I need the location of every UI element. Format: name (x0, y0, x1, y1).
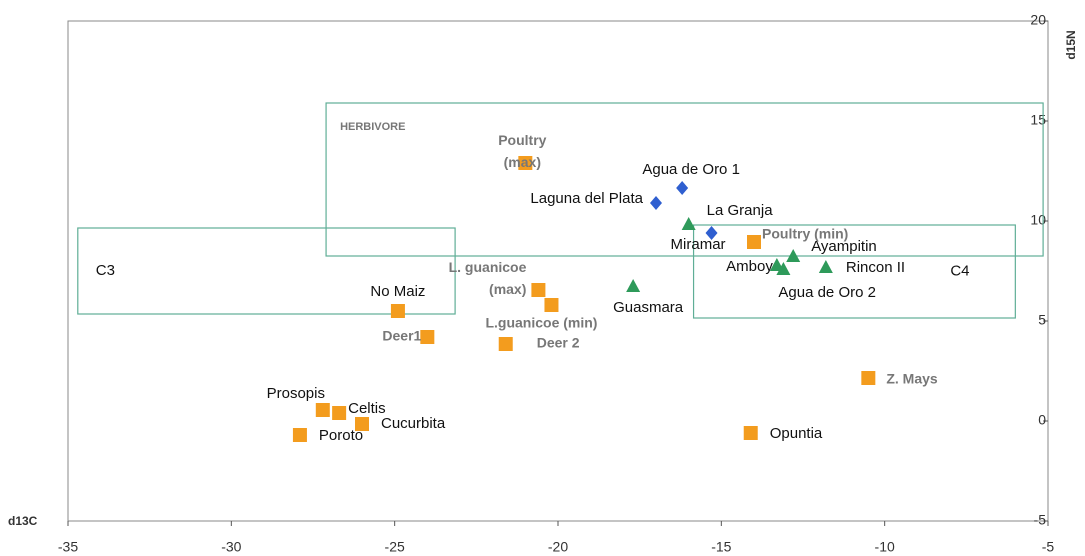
point-label: Prosopis (267, 385, 325, 402)
point-label: Deer1 (382, 328, 421, 344)
region-label: C3 (96, 262, 115, 279)
point-label: Opuntia (770, 425, 823, 442)
point-label: Celtis (348, 400, 386, 417)
point (818, 260, 833, 273)
point (676, 181, 689, 195)
point (390, 304, 405, 318)
x-tick-label: -20 (548, 539, 568, 555)
y-tick-label: 5 (1038, 312, 1046, 328)
label-line: L. guanicoe (449, 259, 527, 275)
point (315, 403, 330, 417)
x-tick-label: -15 (711, 539, 731, 555)
point-label: Rincon II (846, 259, 905, 276)
point (650, 196, 662, 210)
point (355, 417, 369, 431)
point-label: Agua de Oro 2 (778, 284, 876, 301)
point-label: La Granja (707, 202, 774, 219)
region-box (692, 224, 1016, 319)
point (332, 406, 347, 420)
y-axis-label: d15N (1064, 30, 1078, 59)
point (531, 283, 546, 297)
region-label: HERBIVORE (340, 121, 405, 133)
x-tick-label: -5 (1042, 539, 1055, 555)
point (420, 330, 435, 344)
point (743, 426, 758, 440)
point-label: L. guanicoe (max) (449, 259, 527, 297)
point-label: Poultry (max) (498, 132, 546, 170)
point-label: Deer 2 (537, 335, 580, 351)
label-line: (max) (504, 154, 541, 170)
point-label: Laguna del Plata (530, 190, 643, 207)
point-label: Cucurbita (381, 415, 446, 432)
y-tick-label: 10 (1030, 212, 1046, 228)
x-axis-label: d13C (8, 514, 38, 528)
point-label: L.guanicoe (min) (485, 315, 597, 331)
point (786, 249, 801, 262)
x-tick-label: -25 (385, 539, 405, 555)
region-box (77, 227, 456, 315)
region-label: C4 (950, 262, 969, 279)
y-tick-label: 0 (1038, 412, 1046, 428)
point (292, 428, 307, 442)
point-label: Z. Mays (886, 371, 938, 387)
region-box (325, 102, 1044, 257)
point-label: Agua de Oro 1 (642, 161, 740, 178)
point-label: Miramar (671, 236, 726, 253)
point (705, 226, 718, 240)
label-line: Poultry (498, 132, 546, 148)
point-label: Ayampitin (811, 238, 877, 255)
point (747, 235, 761, 249)
point-label: Poroto (319, 427, 363, 444)
point-label: Amboy (726, 258, 773, 275)
x-tick-label: -10 (875, 539, 895, 555)
point (544, 298, 559, 312)
point (626, 279, 641, 292)
point (498, 337, 513, 351)
point-label: No Maiz (370, 283, 425, 300)
point-label: Guasmara (613, 299, 684, 316)
x-tick-label: -30 (221, 539, 241, 555)
y-tick-label: 15 (1030, 112, 1046, 128)
point (681, 217, 696, 230)
point-label: Poultry (min) (762, 226, 848, 242)
point (776, 262, 791, 275)
y-tick-label: 20 (1030, 12, 1046, 28)
label-line: (max) (489, 281, 526, 297)
x-tick-label: -35 (58, 539, 78, 555)
point (518, 156, 533, 170)
y-tick-label: -5 (1034, 512, 1047, 528)
point (861, 371, 876, 385)
